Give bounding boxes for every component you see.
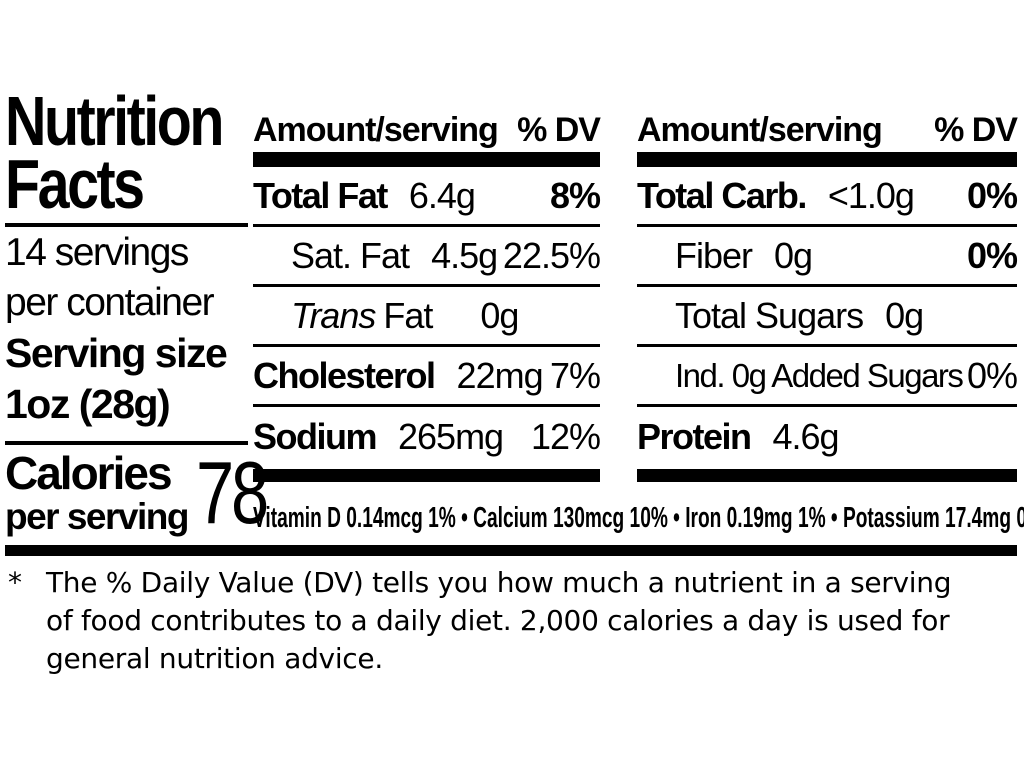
nutrient-name: Cholesterol [253, 354, 436, 396]
micronutrients-section: Vitamin D 0.14mcg 1% • Calcium 130mcg 10… [253, 494, 1024, 542]
nutrient-dv: 12% [530, 416, 601, 457]
percent-dv-header: % DV [517, 111, 601, 149]
micronutrients-line: Vitamin D 0.14mcg 1% • Calcium 130mcg 10… [253, 502, 1024, 534]
nutrient-amount: 265mg [398, 416, 504, 457]
nutrient-amount: <1.0g [827, 174, 915, 216]
column-header: Amount/serving % DV [253, 104, 601, 152]
row-sodium: Sodium 265mg 12% [253, 407, 601, 467]
row-fiber: Fiber 0g 0% [637, 227, 1018, 287]
divider-rule [5, 223, 248, 227]
calories-section: Calories per serving 78 [5, 447, 269, 537]
row-total-fat: Total Fat 6.4g 8% [253, 167, 601, 227]
amount-serving-header: Amount/serving [253, 111, 499, 149]
serving-size-label: Serving size [5, 330, 228, 376]
calories-label-line2: per serving [5, 496, 189, 537]
nutrient-amount: 4.5g [431, 234, 498, 276]
percent-dv-header: % DV [934, 111, 1018, 149]
calories-value: 78 [195, 443, 269, 542]
row-cholesterol: Cholesterol 22mg 7% [253, 347, 601, 407]
row-sat-fat: Sat. Fat 4.5g 22.5% [253, 227, 601, 287]
servings-count: 14 servings [5, 231, 189, 274]
servings-per-container: 14 servings per container [5, 228, 248, 328]
column-bottom-bar [253, 469, 600, 482]
nutrient-dv: 8% [549, 174, 601, 216]
row-protein: Protein 4.6g [637, 407, 1017, 467]
carb-protein-column: Amount/serving % DV Total Carb. <1.0g 0%… [637, 104, 1018, 482]
label-bottom-bar [5, 545, 1017, 556]
footnote-line-3: general nutrition advice. [46, 642, 383, 675]
nutrient-dv: 7% [549, 354, 601, 396]
nutrient-amount: 6.4g [408, 174, 476, 216]
divider-rule [5, 441, 248, 445]
footnote-asterisk: * [8, 566, 22, 599]
footnote-line-1: The % Daily Value (DV) tells you how muc… [46, 566, 952, 599]
nutrient-name: Ind. 0g Added Sugars [675, 356, 964, 394]
nutrient-name: Sodium [253, 416, 378, 457]
footnote-line-2: of food contributes to a daily diet. 2,0… [46, 604, 950, 637]
nutrient-dv: 22.5% [502, 234, 601, 276]
nutrition-facts-title: Nutrition Facts [5, 82, 224, 223]
nutrient-name: Fiber [675, 234, 753, 276]
row-trans-fat: Trans Fat 0g [253, 287, 600, 347]
header-bar [253, 152, 600, 167]
nutrient-dv: 0% [966, 174, 1018, 216]
amount-serving-header: Amount/serving [637, 111, 883, 149]
nutrient-name-italic: Trans [291, 294, 376, 336]
header-bar [637, 152, 1017, 167]
nutrient-name: Fat [383, 294, 433, 336]
column-bottom-bar [637, 469, 1017, 482]
serving-size-value: 1oz (28g) [5, 381, 171, 427]
fat-sodium-column: Amount/serving % DV Total Fat 6.4g 8% Sa… [253, 104, 601, 482]
row-total-carb: Total Carb. <1.0g 0% [637, 167, 1018, 227]
nutrient-amount: 22mg [456, 354, 544, 396]
footnote-text: The % Daily Value (DV) tells you how muc… [46, 564, 951, 678]
nutrient-dv: 0% [966, 234, 1018, 276]
label-left-column: Nutrition Facts 14 servings per containe… [5, 82, 269, 537]
nutrient-amount: 0g [480, 294, 519, 336]
nutrient-amount: 4.6g [772, 416, 840, 457]
row-total-sugars: Total Sugars 0g [637, 287, 1017, 347]
nutrient-name: Total Fat [253, 174, 388, 216]
nutrient-amount: 0g [885, 294, 924, 336]
nutrient-name: Total Sugars [675, 294, 864, 336]
title-line-2: Facts [5, 145, 145, 223]
nutrient-name: Sat. Fat [291, 234, 410, 276]
dv-footnote: * The % Daily Value (DV) tells you how m… [8, 564, 1018, 678]
nutrient-name: Protein [637, 416, 752, 457]
serving-size: Serving size 1oz (28g) [5, 328, 248, 430]
calories-label: Calories per serving [5, 447, 189, 537]
row-added-sugars: Ind. 0g Added Sugars 0% [637, 347, 1018, 407]
calories-label-line1: Calories [5, 447, 173, 499]
nutrient-amount: 0g [774, 234, 813, 276]
nutrient-name: Total Carb. [637, 174, 807, 216]
title-line-1: Nutrition [5, 82, 224, 160]
column-header: Amount/serving % DV [637, 104, 1018, 152]
nutrient-dv: 0% [966, 354, 1018, 396]
servings-per-container-label: per container [5, 281, 215, 324]
